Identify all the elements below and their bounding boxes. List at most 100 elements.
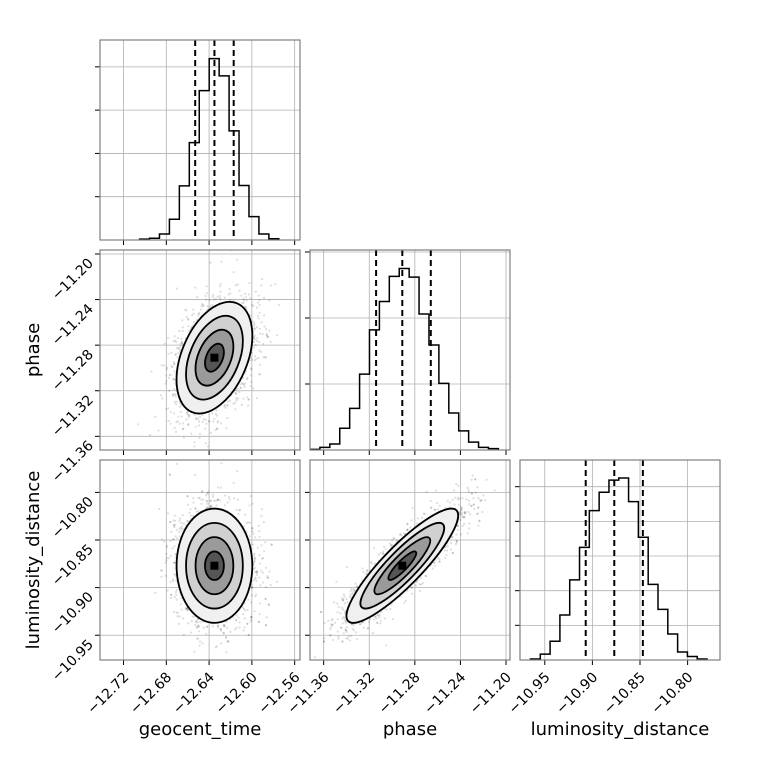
sample-point: [455, 483, 458, 486]
sample-point: [199, 415, 202, 418]
sample-point: [204, 442, 207, 445]
sample-point: [250, 367, 253, 370]
sample-point: [202, 702, 204, 704]
y-tick-label: −11.36: [49, 438, 97, 486]
sample-point: [234, 284, 237, 287]
sample-point: [471, 474, 474, 477]
sample-point: [225, 427, 228, 430]
sample-point: [430, 506, 433, 509]
sample-point: [198, 436, 201, 439]
sample-point: [158, 507, 161, 511]
sample-point: [172, 377, 175, 381]
sample-point: [255, 357, 258, 360]
sample-point: [172, 394, 175, 397]
sample-point: [172, 378, 175, 381]
sample-point: [461, 513, 464, 516]
sample-point: [209, 261, 212, 264]
sample-point: [174, 393, 177, 396]
sample-point: [465, 498, 468, 501]
sample-point: [457, 503, 460, 506]
sample-point: [222, 624, 225, 627]
sample-point: [342, 599, 345, 602]
sample-point: [234, 618, 238, 621]
sample-point: [410, 519, 413, 522]
sample-point: [260, 284, 263, 287]
sample-point: [173, 393, 176, 396]
sample-point: [207, 419, 210, 423]
sample-point: [433, 508, 436, 511]
sample-point: [236, 283, 239, 286]
sample-point: [201, 642, 204, 645]
sample-point: [173, 388, 176, 391]
sample-point: [206, 305, 209, 308]
sample-point: [460, 505, 463, 509]
sample-point: [165, 552, 168, 556]
sample-point: [149, 433, 152, 437]
sample-point: [406, 528, 409, 532]
scatter-content: [137, 250, 280, 448]
sample-point: [191, 514, 194, 517]
sample-point: [258, 576, 261, 579]
sample-point: [167, 376, 170, 379]
sample-point: [175, 346, 178, 350]
sample-point: [241, 302, 244, 305]
sample-point: [243, 602, 246, 605]
sample-point: [225, 636, 228, 639]
sample-point: [374, 615, 377, 618]
sample-point: [264, 586, 268, 589]
sample-point: [356, 638, 359, 641]
sample-point: [243, 382, 247, 385]
sample-point: [219, 486, 222, 489]
sample-point: [479, 499, 482, 502]
sample-point: [204, 418, 207, 421]
sample-point: [459, 510, 462, 513]
sample-point: [253, 566, 256, 569]
sample-point: [258, 530, 261, 533]
sample-point: [175, 611, 178, 614]
sample-point: [209, 505, 213, 508]
sample-point: [177, 337, 180, 340]
sample-point: [219, 628, 222, 631]
sample-point: [194, 623, 197, 627]
sample-point: [248, 281, 251, 285]
sample-point: [256, 301, 259, 304]
panel-frame: [99, 39, 301, 241]
sample-point: [186, 410, 189, 414]
sample-point: [179, 345, 182, 348]
sample-point: [257, 294, 260, 297]
sample-point: [366, 569, 369, 572]
sample-point: [242, 297, 245, 300]
sample-point: [167, 407, 170, 410]
sample-point: [226, 416, 229, 420]
sample-point: [174, 339, 177, 342]
sample-point: [240, 403, 243, 406]
sample-point: [169, 373, 172, 376]
sample-point: [195, 510, 198, 513]
sample-point: [256, 314, 259, 318]
sample-point: [343, 595, 346, 598]
sample-point: [254, 355, 257, 358]
sample-point: [341, 622, 345, 625]
sample-point: [169, 520, 172, 524]
sample-point: [187, 413, 190, 417]
sample-point: [446, 549, 449, 552]
sample-point: [258, 299, 261, 302]
sample-point: [196, 620, 199, 624]
sample-point: [334, 621, 337, 624]
sample-point: [218, 297, 221, 300]
sample-point: [242, 607, 246, 610]
sample-point: [209, 499, 212, 502]
sample-point: [186, 317, 190, 320]
sample-point: [182, 617, 185, 620]
sample-point: [249, 521, 252, 524]
sample-point: [249, 495, 253, 498]
sample-point: [327, 619, 330, 623]
sample-point: [250, 616, 253, 619]
sample-point: [197, 624, 200, 627]
sample-point: [175, 340, 178, 344]
sample-point: [432, 561, 436, 564]
sample-point: [345, 597, 348, 601]
sample-point: [192, 320, 195, 324]
sample-point: [165, 374, 168, 377]
